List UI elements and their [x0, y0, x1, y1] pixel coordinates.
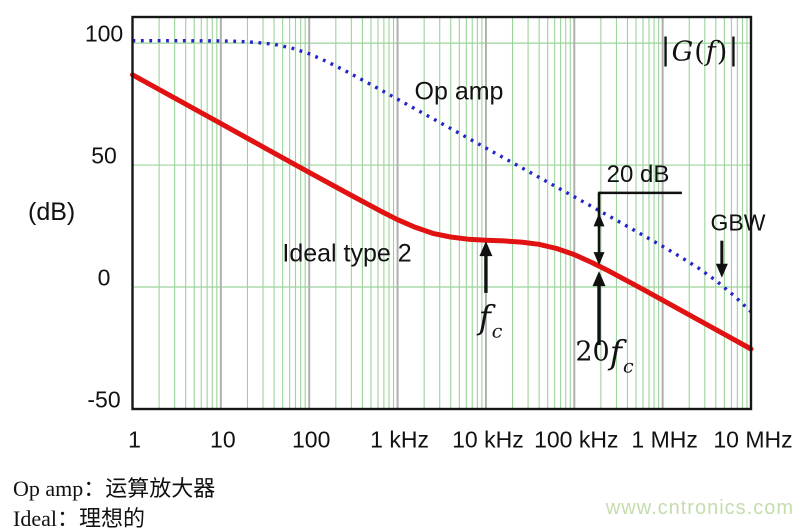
20fc-arrowhead: [592, 271, 606, 287]
gain-gap-up-arrowhead: [593, 213, 605, 227]
x-tick-label: 10 kHz: [452, 426, 524, 453]
plot-frame: [131, 15, 753, 411]
abs-bar-right: |: [728, 32, 740, 68]
caption-op-amp: Op amp：运算放大器: [13, 476, 216, 501]
fc-subscript: c: [491, 320, 503, 343]
x-tick-label: 10: [210, 426, 236, 453]
gain-gap-label: 20 dB: [606, 161, 670, 188]
fc-f-symbol: f: [478, 297, 491, 337]
y-tick-label: 50: [91, 142, 117, 169]
20fc-f-symbol: f: [609, 332, 622, 372]
20fc-subscript: c: [622, 355, 634, 378]
fc-label: fc: [478, 297, 503, 343]
x-tick-label: 100 kHz: [534, 426, 619, 453]
magnitude-title: |G(f)|: [660, 32, 740, 69]
paren-open: (: [694, 36, 706, 68]
gain-gap-down-arrowhead: [593, 252, 605, 266]
y-tick-label: 100: [84, 20, 124, 47]
abs-bar-left: |: [660, 32, 672, 68]
fc-arrowhead: [479, 241, 493, 257]
caption-ideal: Ideal：理想的: [13, 506, 145, 529]
gain-symbol: G: [671, 36, 695, 68]
x-tick-label: 1: [128, 426, 141, 453]
x-tick-label: 10 MHz: [713, 426, 793, 453]
gbw-label: GBW: [710, 209, 766, 236]
y-axis-unit-label: (dB): [28, 198, 76, 226]
x-tick-label: 1 kHz: [370, 426, 429, 453]
op-amp-curve-label: Op amp: [414, 77, 504, 106]
paren-close: ): [716, 36, 729, 68]
20fc-label: 20fc: [575, 332, 633, 378]
y-tick-label: -50: [87, 386, 121, 413]
ideal-type2-curve-label: Ideal type 2: [282, 239, 412, 268]
frequency-symbol: f: [705, 36, 717, 68]
watermark: www.cntronics.com: [605, 497, 794, 519]
x-tick-label: 100: [292, 426, 331, 453]
ideal-type2-curve: [130, 72, 754, 352]
y-tick-label: 0: [97, 264, 111, 291]
gbw-arrowhead: [715, 263, 728, 278]
20fc-prefix: 20: [575, 336, 610, 368]
x-tick-label: 1 MHz: [631, 426, 698, 453]
